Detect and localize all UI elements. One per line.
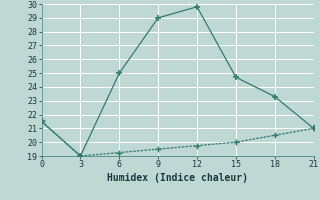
X-axis label: Humidex (Indice chaleur): Humidex (Indice chaleur) — [107, 173, 248, 183]
